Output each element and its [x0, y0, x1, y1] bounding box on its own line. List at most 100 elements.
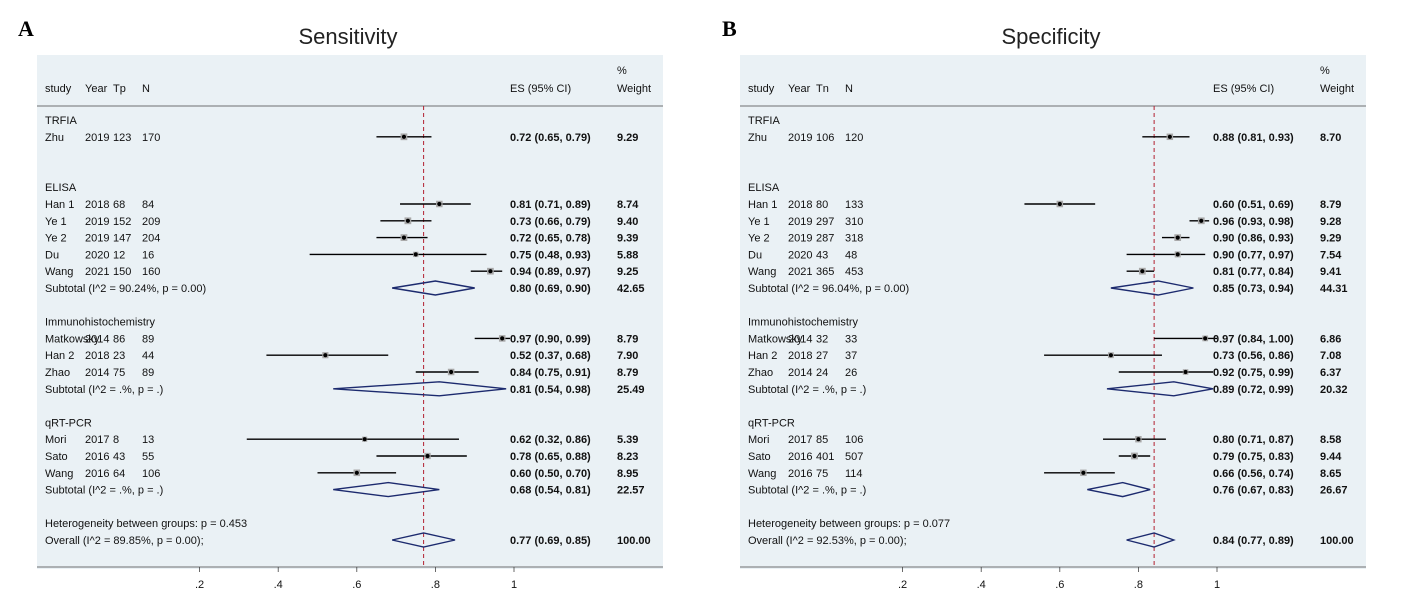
x-tick-label: .6 — [1055, 579, 1064, 591]
pooled-diamond — [1087, 481, 1151, 498]
weight-value: 5.88 — [617, 249, 638, 261]
point-estimate — [1199, 218, 1204, 223]
chart-title: Sensitivity — [298, 24, 397, 49]
es-ci-value: 0.76 (0.67, 0.83) — [1213, 485, 1294, 497]
es-ci-value: 0.92 (0.75, 0.99) — [1213, 367, 1294, 379]
weight-value: 5.39 — [617, 434, 638, 446]
study-count: 106 — [816, 132, 834, 144]
weight-value: 7.54 — [1320, 249, 1342, 261]
weight-value: 9.28 — [1320, 216, 1341, 228]
study-n: 318 — [845, 233, 863, 245]
es-ci-value: 0.80 (0.69, 0.90) — [510, 283, 591, 295]
es-ci-value: 0.85 (0.73, 0.94) — [1213, 283, 1294, 295]
group-label: Heterogeneity between groups: p = 0.077 — [748, 518, 950, 530]
weight-value: 8.74 — [617, 199, 639, 211]
study-year: 2016 — [85, 451, 109, 463]
study-count: 80 — [816, 199, 828, 211]
header-year: Year — [788, 83, 811, 95]
subtotal-label: Subtotal (I^2 = 90.24%, p = 0.00) — [45, 283, 206, 295]
point-estimate — [1175, 235, 1180, 240]
weight-value: 22.57 — [617, 485, 645, 497]
study-year: 2019 — [788, 216, 812, 228]
point-estimate — [437, 201, 442, 207]
study-n: 16 — [142, 249, 154, 261]
point-estimate — [1057, 201, 1062, 207]
weight-value: 9.39 — [617, 233, 638, 245]
study-n: 170 — [142, 132, 160, 144]
weight-value: 8.70 — [1320, 132, 1341, 144]
point-estimate — [1183, 369, 1188, 375]
study-name: Mori — [45, 434, 66, 446]
x-tick-label: .4 — [274, 579, 283, 591]
point-estimate — [500, 336, 505, 341]
weight-value: 25.49 — [617, 384, 645, 396]
x-tick-label: .8 — [431, 579, 440, 591]
subtotal-label: Subtotal (I^2 = .%, p = .) — [748, 485, 866, 497]
es-ci-value: 0.72 (0.65, 0.78) — [510, 233, 591, 245]
study-year: 2017 — [85, 434, 109, 446]
x-tick-label: .4 — [977, 579, 986, 591]
study-year: 2018 — [85, 350, 109, 362]
study-count: 85 — [816, 434, 828, 446]
x-tick-label: .2 — [898, 579, 907, 591]
es-ci-value: 0.73 (0.56, 0.86) — [1213, 350, 1294, 362]
study-name: Wang — [45, 468, 73, 480]
study-name: Sato — [45, 451, 68, 463]
study-name: Wang — [748, 266, 776, 278]
header-weight: Weight — [1320, 83, 1354, 95]
study-year: 2017 — [788, 434, 812, 446]
weight-value: 6.86 — [1320, 333, 1341, 345]
pooled-diamond — [392, 280, 475, 296]
study-name: Han 2 — [45, 350, 74, 362]
weight-value: 7.08 — [1320, 350, 1341, 362]
study-n: 106 — [142, 468, 160, 480]
study-count: 365 — [816, 266, 834, 278]
study-name: Zhu — [748, 132, 767, 144]
study-count: 401 — [816, 451, 834, 463]
study-n: 26 — [845, 367, 857, 379]
es-ci-value: 0.68 (0.54, 0.81) — [510, 485, 591, 497]
study-n: 310 — [845, 216, 863, 228]
study-n: 160 — [142, 266, 160, 278]
weight-value: 9.44 — [1320, 451, 1342, 463]
study-year: 2020 — [788, 249, 812, 261]
study-year: 2019 — [85, 216, 109, 228]
es-ci-value: 0.60 (0.50, 0.70) — [510, 468, 591, 480]
subtotal-label: Overall (I^2 = 89.85%, p = 0.00); — [45, 535, 204, 547]
weight-value: 8.58 — [1320, 434, 1341, 446]
study-year: 2014 — [85, 367, 109, 379]
x-tick-label: .6 — [352, 579, 361, 591]
header-count: Tp — [113, 83, 126, 95]
study-name: Zhao — [748, 367, 773, 379]
plot-background — [740, 55, 1366, 569]
weight-value: 26.67 — [1320, 485, 1348, 497]
header-pct: % — [617, 65, 627, 77]
weight-value: 9.29 — [617, 132, 638, 144]
pooled-diamond — [392, 532, 456, 548]
weight-value: 6.37 — [1320, 367, 1341, 379]
es-ci-value: 0.72 (0.65, 0.79) — [510, 132, 591, 144]
study-count: 24 — [816, 367, 828, 379]
study-count: 27 — [816, 350, 828, 362]
study-name: Ye 1 — [748, 216, 770, 228]
header-pct: % — [1320, 65, 1330, 77]
weight-value: 9.41 — [1320, 266, 1341, 278]
point-estimate — [413, 252, 418, 257]
x-tick-label: .8 — [1134, 579, 1143, 591]
weight-value: 8.79 — [617, 333, 638, 345]
study-year: 2014 — [85, 333, 109, 345]
study-count: 287 — [816, 233, 834, 245]
header-es: ES (95% CI) — [510, 83, 571, 95]
study-n: 33 — [845, 333, 857, 345]
es-ci-value: 0.89 (0.72, 0.99) — [1213, 384, 1294, 396]
study-count: 297 — [816, 216, 834, 228]
group-label: Immunohistochemistry — [45, 317, 156, 329]
es-ci-value: 0.62 (0.32, 0.86) — [510, 434, 591, 446]
es-ci-value: 0.90 (0.77, 0.97) — [1213, 249, 1294, 261]
es-ci-value: 0.79 (0.75, 0.83) — [1213, 451, 1294, 463]
study-n: 133 — [845, 199, 863, 211]
group-label: TRFIA — [45, 115, 77, 127]
es-ci-value: 0.97 (0.90, 0.99) — [510, 333, 591, 345]
weight-value: 9.29 — [1320, 233, 1341, 245]
header-es: ES (95% CI) — [1213, 83, 1274, 95]
